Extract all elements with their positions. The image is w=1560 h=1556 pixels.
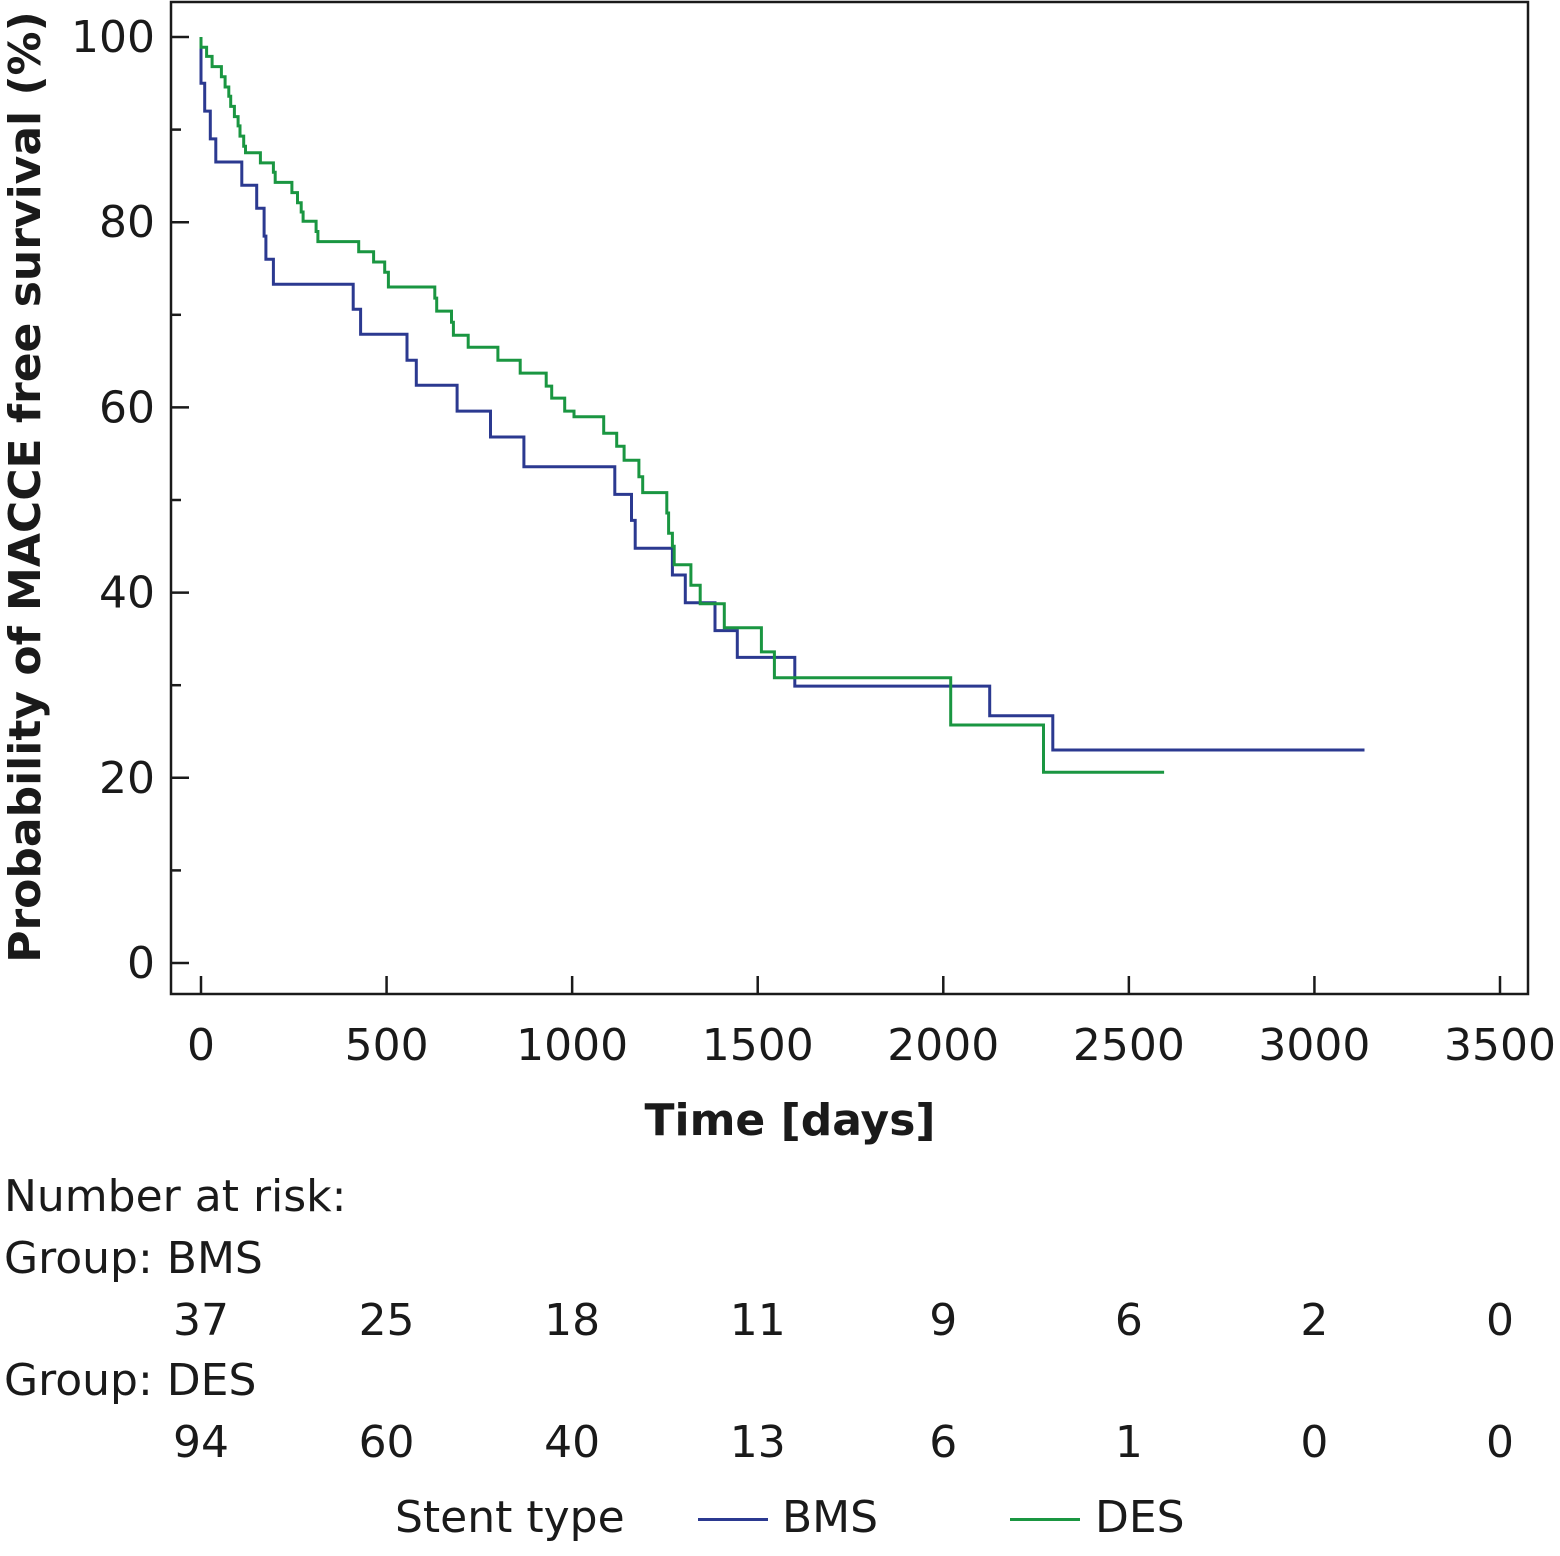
risk-count: 18: [544, 1295, 601, 1346]
x-tick-label: 3000: [1258, 1020, 1370, 1071]
risk-count: 94: [173, 1417, 229, 1468]
y-tick-label: 100: [71, 12, 155, 63]
risk-count: 1: [1114, 1417, 1143, 1468]
y-tick-label: 0: [127, 938, 155, 989]
plot-frame: [169, 0, 1530, 996]
risk-count: 0: [1486, 1417, 1514, 1468]
legend-label-bms: BMS: [782, 1492, 879, 1543]
risk-count: 2: [1300, 1295, 1329, 1346]
risk-count: 60: [358, 1417, 415, 1468]
legend-line-des: [1010, 1518, 1080, 1521]
y-tick-label: 80: [99, 197, 155, 248]
series-line-bms: [199, 37, 1365, 752]
risk-count: 0: [1300, 1417, 1329, 1468]
legend-label-des: DES: [1095, 1492, 1185, 1543]
x-tick-label: 1000: [516, 1020, 628, 1071]
legend-title: Stent type: [395, 1492, 625, 1543]
y-axis-title: Probability of MACCE free survival (%): [0, 11, 51, 963]
y-axis: 0 20 40 60 80 100: [71, 12, 189, 989]
x-axis: 0 500 1000 1500 2000 2500 3000 3500: [187, 976, 1556, 1071]
series-line-des: [199, 37, 1165, 774]
risk-count: 37: [173, 1295, 229, 1346]
y-tick-label: 40: [99, 568, 155, 619]
legend-line-bms: [698, 1518, 768, 1521]
y-tick-label: 60: [99, 382, 155, 433]
x-tick-label: 2000: [887, 1020, 999, 1071]
x-tick-label: 0: [187, 1020, 215, 1071]
risk-count: 9: [929, 1295, 958, 1346]
y-tick-label: 20: [99, 753, 155, 804]
risk-count: 25: [358, 1295, 415, 1346]
risk-count: 6: [929, 1417, 958, 1468]
x-tick-label: 2500: [1073, 1020, 1185, 1071]
x-tick-label: 3500: [1444, 1020, 1556, 1071]
risk-count: 40: [544, 1417, 601, 1468]
km-chart: 0 20 40 60 80 100 0 500 1000 1500 2000 2500 3000 350…: [0, 0, 1556, 1146]
risk-count: 0: [1486, 1295, 1514, 1346]
risk-group-label-bms: Group: BMS: [4, 1233, 263, 1284]
x-tick-label: 500: [345, 1020, 429, 1071]
x-tick-label: 1500: [702, 1020, 814, 1071]
risk-count: 11: [729, 1295, 786, 1346]
risk-count: 13: [729, 1417, 786, 1468]
risk-count: 6: [1114, 1295, 1143, 1346]
risk-group-label-des: Group: DES: [4, 1355, 257, 1406]
risk-table-heading: Number at risk:: [4, 1171, 347, 1222]
series-layer: [199, 37, 1365, 774]
legend: Stent type BMS DES: [0, 1496, 1560, 1556]
x-axis-title: Time [days]: [644, 1095, 935, 1146]
